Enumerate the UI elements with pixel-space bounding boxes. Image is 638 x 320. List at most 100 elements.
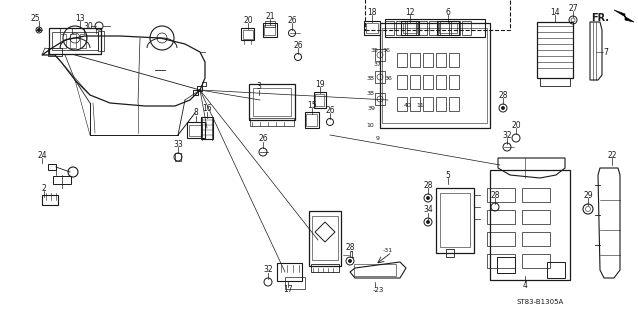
Text: 20: 20 [511,121,521,130]
Bar [385,21,394,35]
Text: 19: 19 [315,79,325,89]
Text: 36: 36 [382,47,390,52]
Text: -23: -23 [373,287,383,293]
Text: 26: 26 [287,15,297,25]
Bar [547,262,565,278]
Text: 10: 10 [366,123,374,127]
Text: -31: -31 [383,247,393,252]
Text: 37: 37 [374,61,382,67]
Bar [309,211,341,266]
Bar [383,28,487,123]
Bar [312,216,338,260]
Bar [193,90,198,94]
Bar [437,21,459,35]
Bar [440,21,450,35]
Bar [285,277,305,289]
Text: 26: 26 [258,133,268,142]
Text: 12: 12 [405,7,415,17]
Text: 21: 21 [265,12,275,20]
Bar [423,97,433,111]
Text: 33: 33 [173,140,183,148]
Text: 28: 28 [490,190,500,199]
Bar [487,188,515,202]
Bar [440,193,470,247]
Bar [265,21,275,27]
Bar [380,22,490,127]
Bar [522,232,550,246]
Bar [439,23,457,33]
Bar [396,21,406,35]
Bar [375,71,385,83]
Bar [187,122,205,138]
Bar [60,34,66,48]
Text: 36: 36 [384,76,392,81]
Bar [401,21,419,35]
Bar [449,97,459,111]
Bar [522,210,550,224]
Circle shape [501,107,505,109]
Bar [397,53,407,67]
Text: 11: 11 [416,102,424,108]
Bar [364,21,380,35]
Circle shape [348,260,352,262]
Text: 14: 14 [550,7,560,17]
Bar [487,232,515,246]
Text: 26: 26 [293,41,303,50]
Bar [403,23,417,33]
Text: 1: 1 [350,251,354,260]
Bar [436,97,446,111]
Bar [497,257,515,273]
Bar [408,21,417,35]
Text: 9: 9 [376,135,380,140]
Bar [366,23,378,33]
Bar [306,114,318,126]
Text: 7: 7 [604,47,609,57]
Text: 34: 34 [423,205,433,214]
Bar [452,21,461,35]
Bar [316,94,325,106]
Bar [490,170,570,280]
Bar [48,48,62,56]
Bar [487,210,515,224]
Bar [201,117,213,139]
Bar [410,75,420,89]
Text: FR.: FR. [591,13,609,23]
Circle shape [426,196,429,199]
Bar [375,93,385,105]
Text: 6: 6 [445,7,450,17]
Text: 4: 4 [523,281,528,290]
Bar [537,22,573,78]
Text: 32: 32 [502,131,512,140]
Bar [436,188,474,252]
Bar [397,97,407,111]
Bar [311,264,339,272]
Text: 2: 2 [41,183,47,193]
Bar [385,19,485,37]
Bar [423,53,433,67]
Bar [243,29,253,38]
Bar [263,23,277,37]
Text: 8: 8 [193,108,198,116]
Text: 39: 39 [368,106,376,110]
Text: 3: 3 [256,82,262,91]
Bar [265,25,276,35]
Bar [175,153,181,161]
Bar [449,75,459,89]
Bar [487,254,515,268]
Bar [42,195,58,205]
Text: 20: 20 [243,15,253,25]
Text: 40: 40 [404,102,412,108]
Bar [189,124,202,135]
Text: 16: 16 [202,103,212,113]
Bar [242,28,255,40]
Text: 35: 35 [370,47,378,52]
Bar [522,254,550,268]
Text: 5: 5 [445,171,450,180]
Bar [249,84,295,120]
Circle shape [38,28,40,31]
Bar [314,92,326,108]
Text: 38: 38 [366,76,374,81]
Bar [253,88,291,116]
Bar [463,21,471,35]
Text: 38: 38 [366,91,374,95]
